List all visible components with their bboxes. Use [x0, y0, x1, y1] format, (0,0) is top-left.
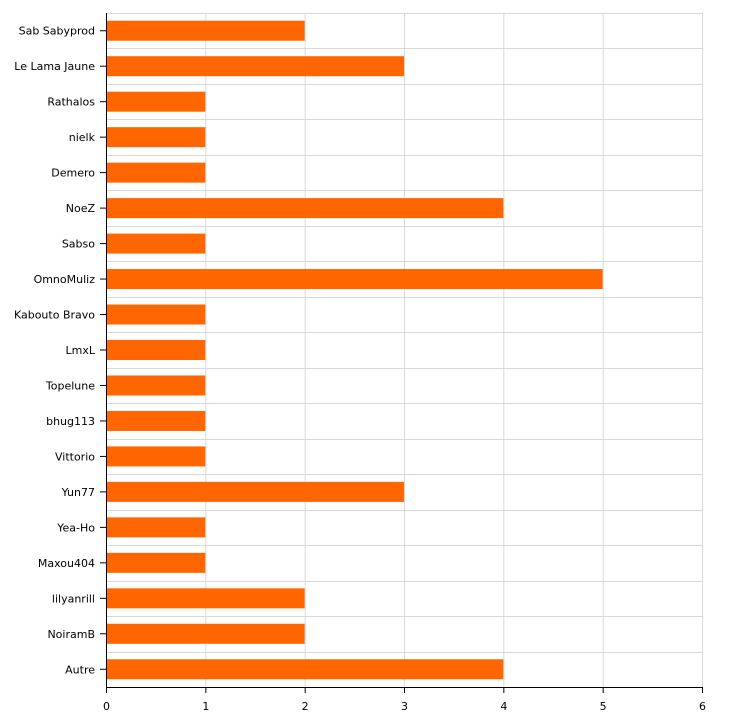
- bar: [106, 56, 404, 77]
- category-label: Autre: [65, 663, 95, 676]
- axes: [100, 13, 703, 693]
- category-label: Yun77: [61, 486, 95, 499]
- x-tick-label: 0: [103, 700, 110, 713]
- bar: [106, 623, 305, 644]
- category-label: nielk: [69, 131, 96, 144]
- bar: [106, 588, 305, 609]
- bar: [106, 127, 206, 148]
- bar: [106, 304, 206, 325]
- category-label: Topelune: [45, 379, 95, 392]
- bar: [106, 340, 206, 360]
- category-label: OmnoMuliz: [34, 273, 96, 286]
- bar: [106, 269, 603, 290]
- category-label: Vittorio: [55, 450, 95, 463]
- x-tick-label: 2: [302, 700, 309, 713]
- bar: [106, 481, 404, 502]
- category-label: Demero: [51, 167, 95, 180]
- category-label: LmxL: [66, 344, 96, 357]
- category-label: Sab Sabyprod: [19, 25, 95, 38]
- category-label: lilyanrill: [52, 592, 95, 605]
- x-tick-label: 1: [202, 700, 209, 713]
- bar: [106, 410, 206, 431]
- category-label: bhug113: [46, 415, 95, 428]
- tick-labels: Sab Sabyprod Le Lama Jaune Rathalos nielk De…: [14, 25, 706, 713]
- category-label: Yea-Ho: [56, 521, 95, 534]
- bar: [106, 198, 504, 219]
- x-tick-label: 3: [401, 700, 408, 713]
- bar: [106, 552, 206, 573]
- bar: [106, 20, 305, 41]
- grid: [106, 13, 703, 688]
- category-label: Rathalos: [47, 96, 95, 109]
- bar: [106, 233, 206, 254]
- bar: [106, 517, 206, 538]
- bar: [106, 375, 206, 396]
- category-label: NoeZ: [66, 202, 96, 215]
- category-label: Sabso: [62, 238, 95, 251]
- bar: [106, 446, 206, 467]
- bar: [106, 659, 504, 680]
- category-label: Kabouto Bravo: [14, 309, 95, 322]
- x-tick-label: 4: [500, 700, 507, 713]
- bar: [106, 162, 206, 183]
- category-label: Maxou404: [38, 557, 95, 570]
- category-label: Le Lama Jaune: [14, 60, 95, 73]
- x-tick-label: 6: [699, 700, 706, 713]
- x-tick-label: 5: [600, 700, 607, 713]
- bars: [106, 20, 603, 680]
- category-label: NoiramB: [47, 628, 95, 641]
- bar: [106, 91, 206, 112]
